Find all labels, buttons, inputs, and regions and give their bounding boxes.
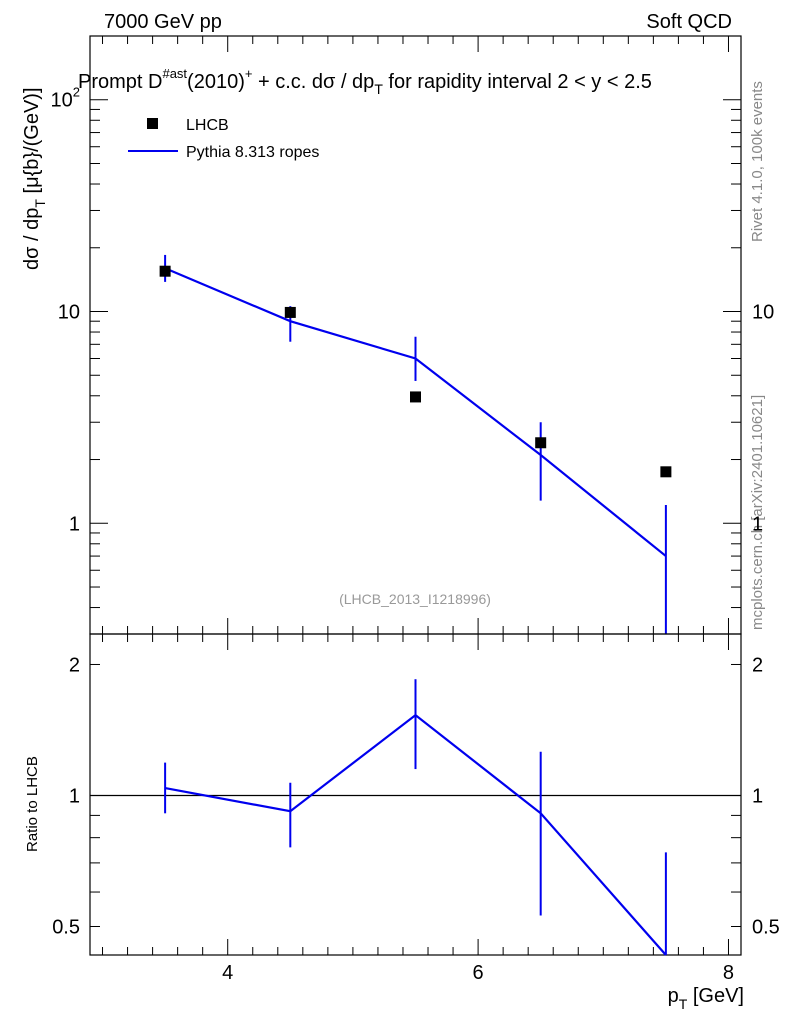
x-tick-label: 8 (723, 962, 734, 984)
y-tick-label-right: 1 (752, 513, 763, 535)
y-tick-label: 102 (51, 85, 80, 112)
data-marker (284, 306, 296, 318)
data-marker (535, 437, 547, 449)
y-tick-label: 1 (69, 513, 80, 535)
ratio-y-tick-label: 0.5 (52, 916, 80, 938)
ratio-y-tick-label: 2 (69, 654, 80, 676)
y-tick-label-right: 10 (752, 302, 774, 324)
plot-frame (89, 633, 742, 956)
reference-label: (LHCB_2013_I1218996) (339, 591, 491, 607)
main-panel: 1 1 10 10 102 (51, 35, 774, 635)
main-ylabel: dσ / dpT [μ{b}/(GeV)] (21, 87, 48, 270)
ratio-y-tick-label: 1 (69, 785, 80, 807)
ratio-y-tick-label-right: 0.5 (752, 916, 780, 938)
data-marker (410, 391, 421, 403)
mcplots-label: mcplots.cern.ch [arXiv:2401.10621] (749, 395, 766, 630)
data-marker (660, 466, 672, 478)
ratio-line (164, 713, 667, 956)
x-tick-label: 4 (222, 962, 233, 984)
legend-data-marker (147, 118, 158, 129)
header-left: 7000 GeV pp (104, 11, 222, 33)
data-marker (159, 265, 171, 277)
legend-data-label: LHCB (186, 117, 229, 134)
mc-line (164, 267, 667, 557)
main-title: Prompt D#ast(2010)+ + c.c. dσ / dpT for … (78, 66, 652, 97)
y-tick-label: 10 (58, 302, 80, 324)
x-axis-label: pT [GeV] (668, 985, 744, 1012)
ratio-y-tick-label-right: 2 (752, 654, 763, 676)
x-tick-label: 6 (473, 962, 484, 984)
ratio-panel: 4 6 8 0.5 0.5 1 1 2 2 (52, 633, 780, 984)
legend-mc-label: Pythia 8.313 ropes (186, 144, 319, 161)
rivet-version-label: Rivet 4.1.0, 100k events (749, 81, 766, 242)
header-right: Soft QCD (646, 11, 732, 33)
ratio-y-tick-label-right: 1 (752, 785, 763, 807)
ratio-ylabel: Ratio to LHCB (24, 756, 41, 852)
